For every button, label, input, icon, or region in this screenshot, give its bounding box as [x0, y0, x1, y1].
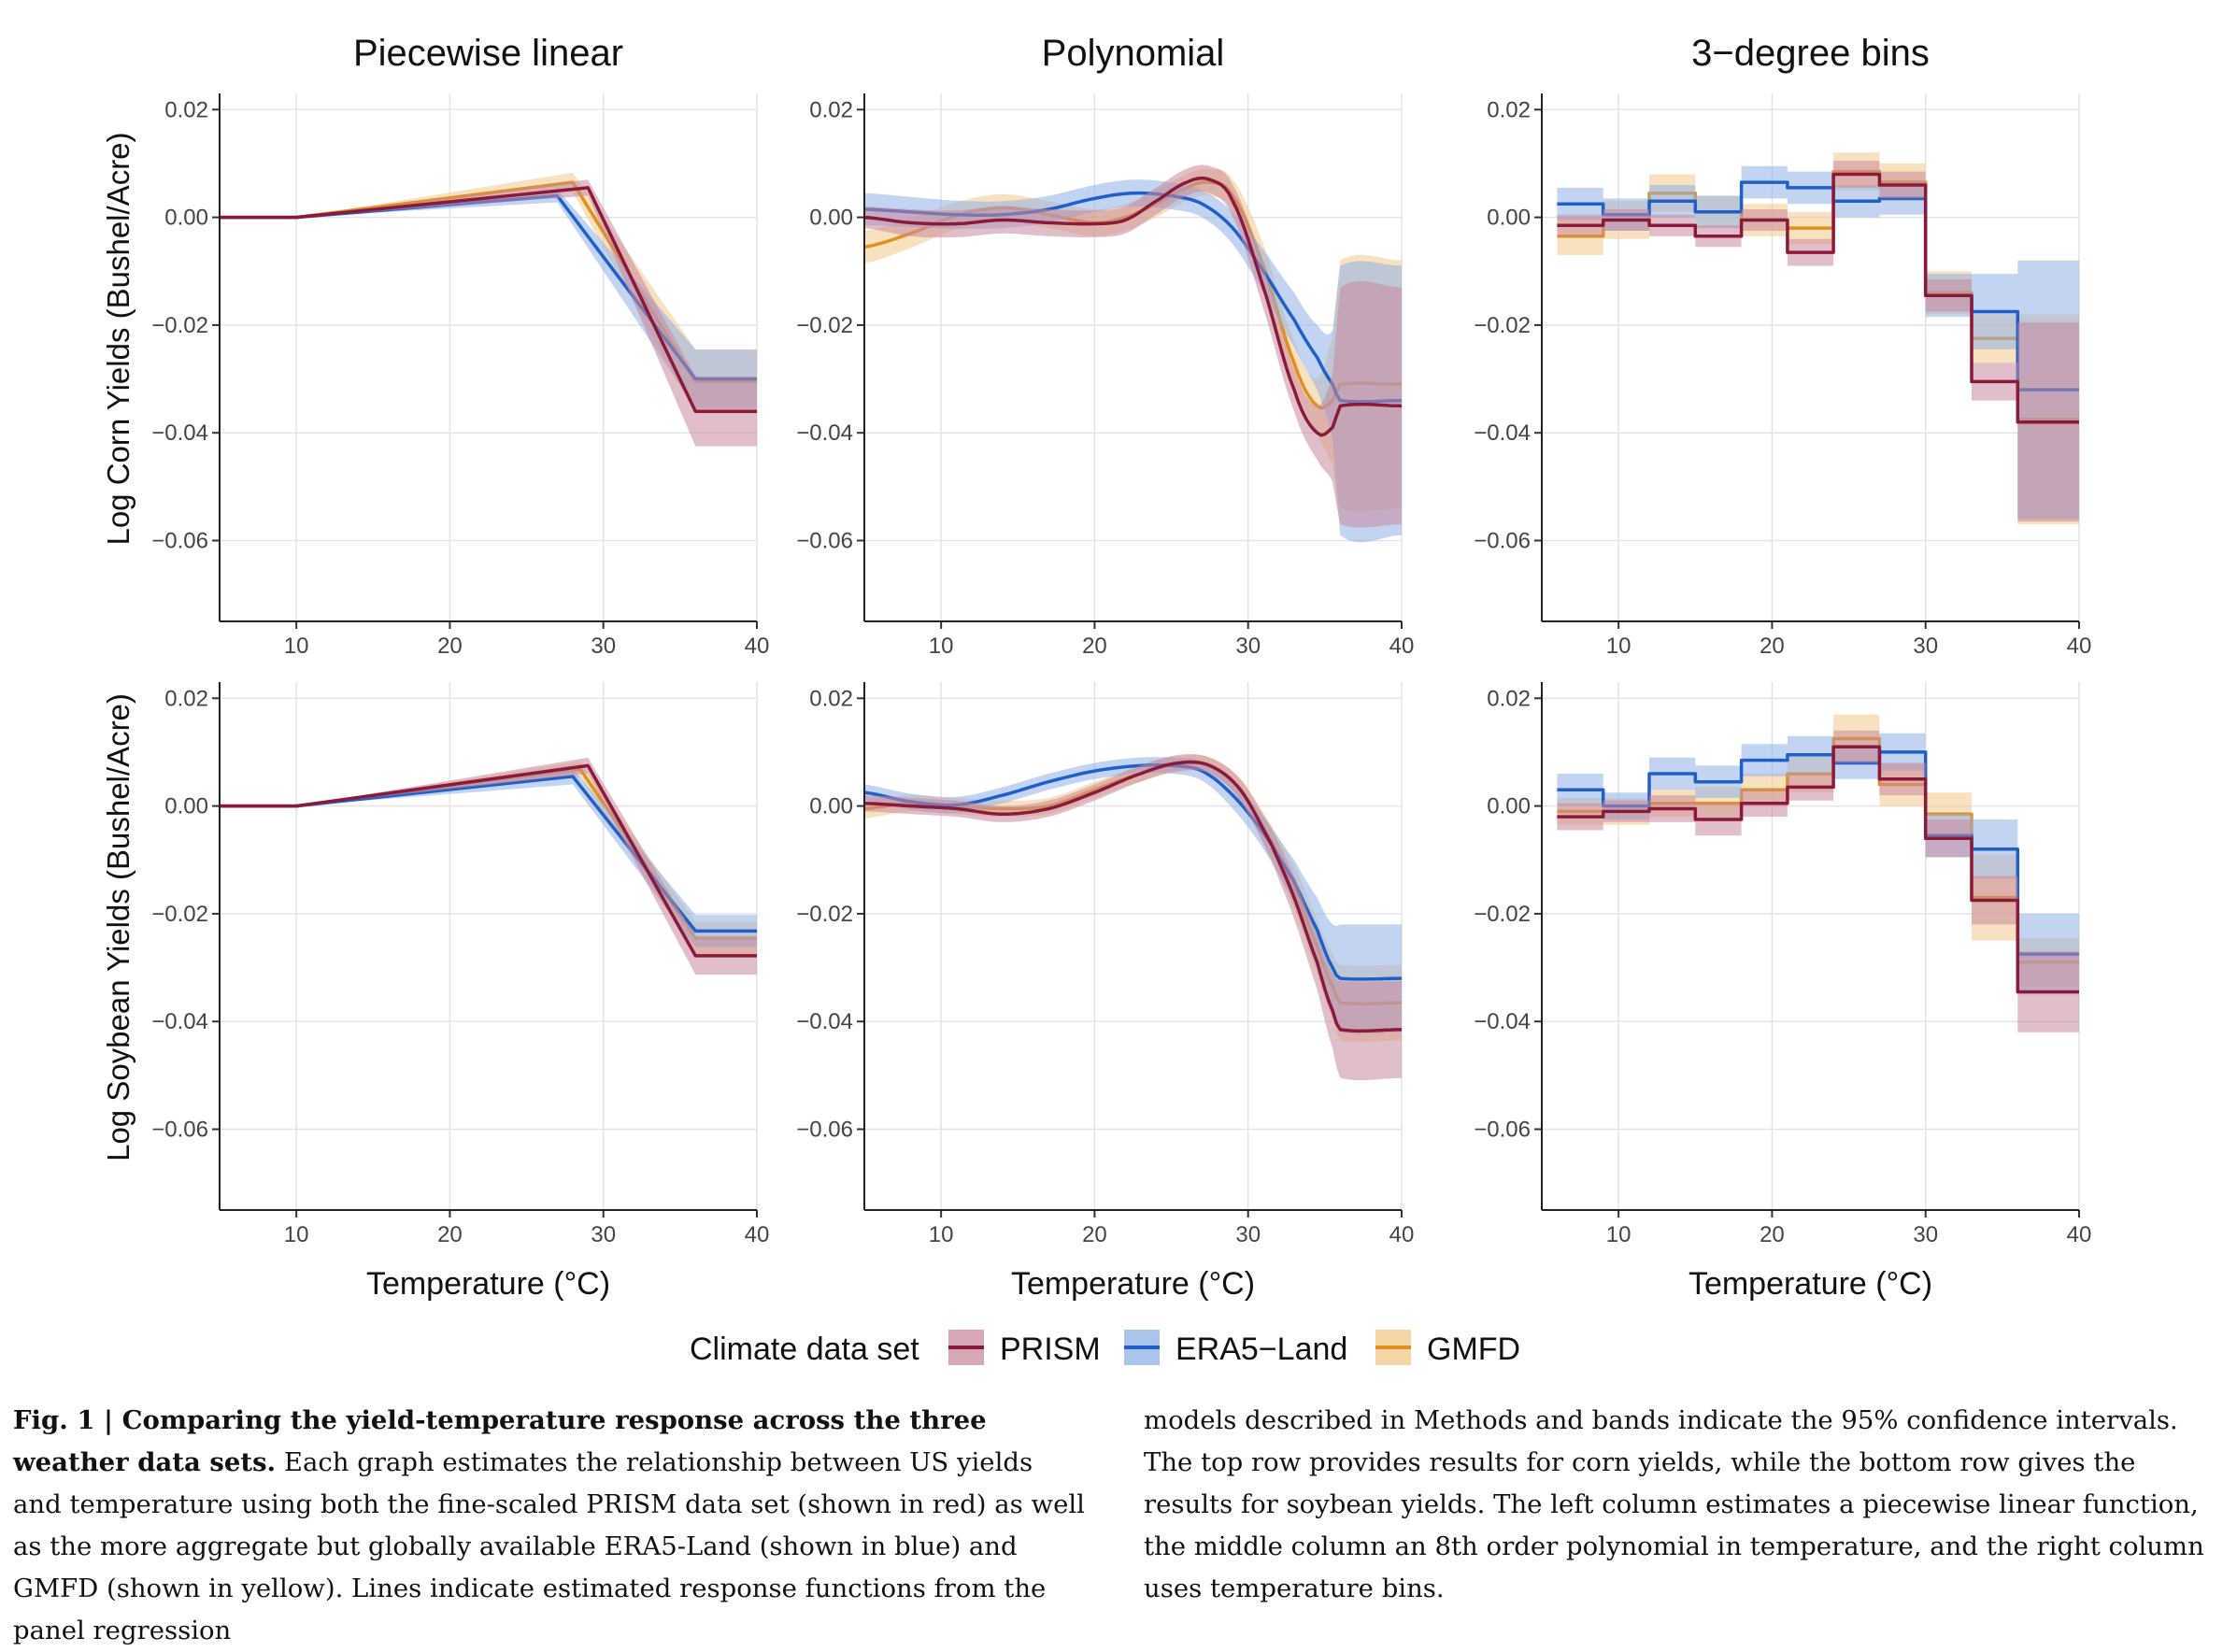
y-tick-label: −0.04: [796, 420, 853, 446]
y-tick-label: −0.02: [796, 313, 853, 338]
y-tick-label: 0.02: [1487, 686, 1531, 711]
x-tick-label: 10: [1606, 1222, 1631, 1247]
y-tick-label: −0.02: [151, 313, 208, 338]
series-line-prism: [1557, 172, 2079, 424]
y-tick-label: −0.06: [151, 1118, 208, 1143]
x-tick-label: 10: [929, 1222, 954, 1247]
ci-band-prism: [1557, 161, 2079, 522]
y-tick-label: −0.06: [151, 529, 208, 554]
ci-band-prism: [864, 164, 1402, 528]
ci-band-era5-land: [220, 768, 757, 947]
y-tick-label: −0.02: [1474, 313, 1531, 338]
legend-label-prism: PRISM: [1000, 1332, 1101, 1367]
ci-band-prism: [220, 179, 757, 447]
x-tick-label: 30: [1235, 634, 1261, 659]
y-tick-label: −0.02: [151, 902, 208, 927]
x-tick-label: 30: [1235, 1222, 1261, 1247]
legend-title: Climate data set: [690, 1332, 919, 1367]
y-tick-label: 0.02: [1487, 97, 1531, 122]
legend: Climate data set PRISM ERA5−Land GMFD: [690, 1330, 1520, 1367]
x-tick-label: 20: [1760, 1222, 1785, 1247]
series-line-prism: [220, 763, 757, 958]
y-tick-label: −0.02: [796, 902, 853, 927]
x-axis-title: Temperature (°C): [366, 1266, 610, 1302]
ci-band-prism: [220, 757, 757, 976]
x-tick-label: 30: [1913, 634, 1938, 659]
panel-r1c0: 0.02 0.00 −0.02 −0.04 −0.06 10 20 30 40 Temperatu…: [101, 682, 769, 1302]
caption-right-text: models described in Methods and bands in…: [1144, 1405, 2204, 1603]
y-tick-label: −0.04: [1474, 1009, 1531, 1034]
series-line-prism: [863, 176, 1403, 437]
series-line-prism: [863, 760, 1402, 1033]
panel-r1c1: 0.02 0.00 −0.02 −0.04 −0.06 10 20 30 40 Temperatu…: [796, 682, 1414, 1302]
y-tick-label: −0.04: [1474, 420, 1531, 446]
y-tick-label: −0.06: [796, 529, 853, 554]
y-tick-label: −0.04: [796, 1009, 853, 1034]
caption-right-column: models described in Methods and bands in…: [1144, 1400, 2218, 1652]
x-tick-label: 40: [745, 1222, 770, 1247]
y-tick-label: 0.00: [164, 206, 208, 231]
x-tick-label: 40: [1389, 634, 1415, 659]
x-tick-label: 40: [745, 634, 770, 659]
x-tick-label: 20: [437, 1222, 463, 1247]
series-line-prism: [220, 186, 757, 413]
y-tick-label: 0.02: [809, 686, 853, 711]
x-tick-label: 30: [591, 1222, 616, 1247]
y-tick-label: 0.00: [1487, 794, 1531, 819]
ci-band-era5-land: [864, 179, 1402, 543]
x-tick-label: 40: [2067, 634, 2092, 659]
x-tick-label: 10: [929, 634, 954, 659]
y-tick-label: −0.02: [1474, 902, 1531, 927]
y-axis-title: Log Corn Yields (Bushel/Acre): [101, 132, 135, 545]
caption-label: Fig. 1 | Comparing the yield-temperature…: [13, 1405, 987, 1477]
x-tick-label: 20: [1760, 634, 1785, 659]
y-tick-label: −0.06: [1474, 529, 1531, 554]
caption-left-column: Fig. 1 | Comparing the yield-temperature…: [13, 1400, 1088, 1652]
y-tick-label: 0.02: [809, 97, 853, 122]
x-tick-label: 20: [1082, 634, 1107, 659]
panel-r0c0: 0.02 0.00 −0.02 −0.04 −0.06 10 20 30 40 Piecewise…: [101, 33, 769, 659]
y-tick-label: −0.06: [796, 1118, 853, 1143]
x-tick-label: 20: [1082, 1222, 1107, 1247]
y-tick-label: −0.04: [151, 1009, 208, 1034]
ci-band-era5-land: [1557, 733, 2079, 995]
panel-r0c2: 0.02 0.00 −0.02 −0.04 −0.06 10 20 30 40 3−degree …: [1474, 33, 2091, 659]
y-tick-label: 0.00: [809, 206, 853, 231]
x-tick-label: 30: [591, 634, 616, 659]
y-tick-label: −0.06: [1474, 1118, 1531, 1143]
legend-label-gmfd: GMFD: [1427, 1332, 1520, 1367]
figure-caption: Fig. 1 | Comparing the yield-temperature…: [13, 1400, 2228, 1652]
panel-r1c2: 0.02 0.00 −0.02 −0.04 −0.06 10 20 30 40 Temperatu…: [1474, 682, 2091, 1302]
x-tick-label: 40: [2067, 1222, 2092, 1247]
column-title: 3−degree bins: [1691, 33, 1930, 74]
figure-canvas: 0.02 0.00 −0.02 −0.04 −0.06 10 20 30 40 Piecewise…: [101, 33, 2091, 1367]
y-tick-label: −0.04: [151, 420, 208, 446]
legend-label-era5-land: ERA5−Land: [1175, 1332, 1347, 1367]
y-tick-label: 0.00: [164, 794, 208, 819]
y-tick-label: 0.00: [1487, 206, 1531, 231]
x-axis-title: Temperature (°C): [1688, 1266, 1932, 1302]
x-tick-label: 10: [1606, 634, 1631, 659]
y-tick-label: 0.00: [809, 794, 853, 819]
x-tick-label: 10: [284, 634, 309, 659]
x-tick-label: 10: [284, 1222, 309, 1247]
panel-r0c1: 0.02 0.00 −0.02 −0.04 −0.06 10 20 30 40 Polynomia…: [796, 33, 1414, 659]
series-line-prism: [1557, 745, 2079, 994]
y-tick-label: 0.02: [164, 97, 208, 122]
y-axis-title: Log Soybean Yields (Bushel/Acre): [101, 693, 135, 1161]
x-tick-label: 20: [437, 634, 463, 659]
x-axis-title: Temperature (°C): [1011, 1266, 1255, 1302]
column-title: Polynomial: [1042, 33, 1225, 74]
ci-band-prism: [1557, 730, 2079, 1032]
x-tick-label: 40: [1389, 1222, 1415, 1247]
x-tick-label: 30: [1913, 1222, 1938, 1247]
column-title: Piecewise linear: [353, 33, 623, 74]
y-tick-label: 0.02: [164, 686, 208, 711]
